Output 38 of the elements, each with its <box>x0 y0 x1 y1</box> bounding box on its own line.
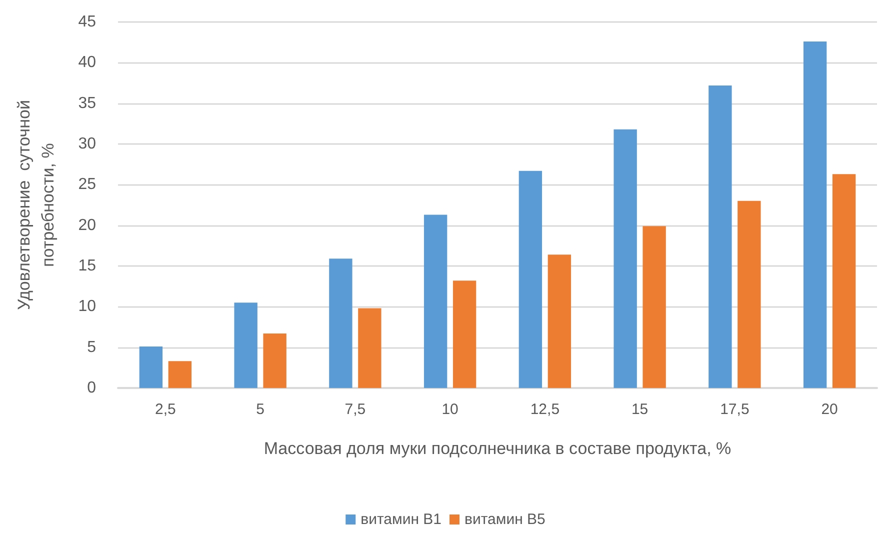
y-tick-label: 40 <box>78 54 96 72</box>
bar <box>518 170 542 388</box>
bar <box>642 226 666 388</box>
legend-label: витамин B5 <box>464 511 546 528</box>
x-tick-label: 17,5 <box>720 401 750 418</box>
bar <box>832 174 856 388</box>
bar <box>168 361 192 388</box>
y-tick-label: 0 <box>87 380 96 396</box>
bar <box>452 280 476 388</box>
bar <box>424 214 448 388</box>
y-axis-title: Удовлетворение суточной потребности, % <box>14 100 58 310</box>
bar <box>548 254 572 388</box>
y-tick-label: 15 <box>78 258 96 274</box>
y-tick-label: 45 <box>78 14 96 30</box>
bar <box>803 42 827 388</box>
legend-label: витамин B1 <box>360 511 442 528</box>
bar <box>263 334 286 388</box>
x-tick-label: 12,5 <box>530 401 560 418</box>
x-axis-title: Массовая доля муки подсолнечника в составе продукта, % <box>264 439 732 458</box>
x-tick-label: 20 <box>821 401 838 418</box>
x-tick-label: 5 <box>256 401 264 418</box>
x-tick-label: 7,5 <box>344 401 366 418</box>
y-tick-label: 25 <box>78 176 96 194</box>
bar <box>358 308 382 388</box>
bar <box>139 346 163 388</box>
bar <box>738 200 761 388</box>
bar <box>329 258 352 388</box>
y-tick-label: 20 <box>78 216 96 234</box>
bar <box>708 85 732 388</box>
x-tick-label: 2,5 <box>155 401 176 418</box>
x-tick-label: 10 <box>442 401 458 418</box>
bar <box>614 129 637 388</box>
x-tick-label: 15 <box>631 401 648 418</box>
y-tick-label: 10 <box>78 298 96 316</box>
bar <box>234 302 258 388</box>
y-tick-label: 30 <box>78 136 96 152</box>
y-tick-label: 5 <box>87 338 96 356</box>
y-tick-label: 35 <box>78 94 96 112</box>
